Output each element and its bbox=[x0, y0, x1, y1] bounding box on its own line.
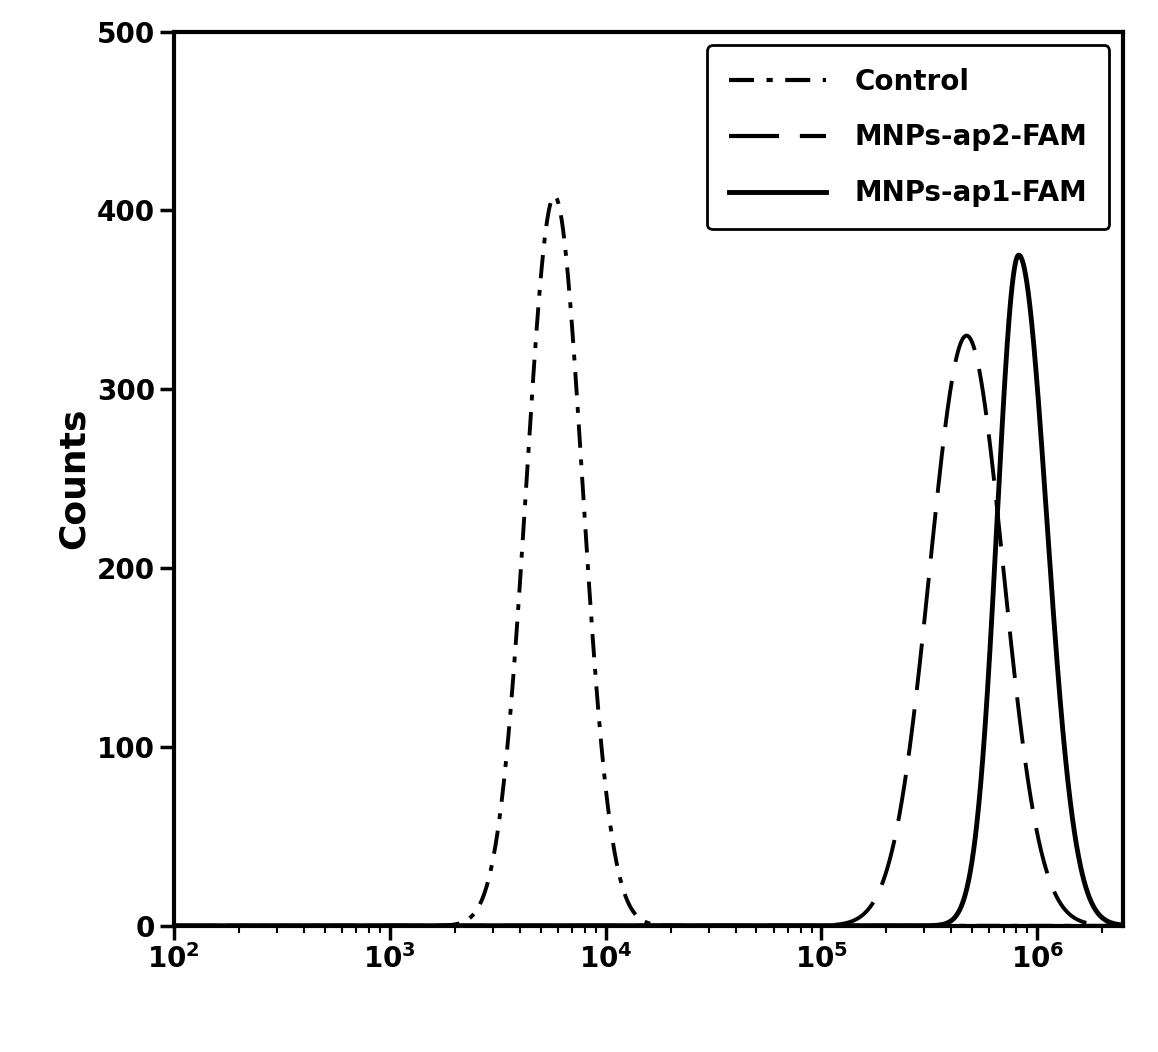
Control bbox=[936, 919, 950, 932]
Line: MNPs-ap1-FAM: MNPs-ap1-FAM bbox=[174, 256, 1141, 926]
MNPs-ap1-FAM bbox=[167, 919, 181, 932]
MNPs-ap1-FAM bbox=[780, 919, 794, 932]
MNPs-ap1-FAM bbox=[1012, 249, 1026, 262]
Legend: Control, MNPs-ap2-FAM, MNPs-ap1-FAM: Control, MNPs-ap2-FAM, MNPs-ap1-FAM bbox=[708, 45, 1109, 229]
MNPs-ap2-FAM bbox=[1134, 919, 1148, 932]
MNPs-ap1-FAM bbox=[516, 919, 530, 932]
Y-axis label: Counts: Counts bbox=[57, 408, 91, 549]
MNPs-ap2-FAM bbox=[884, 851, 897, 864]
Control bbox=[516, 520, 530, 532]
Control bbox=[1134, 919, 1148, 932]
MNPs-ap2-FAM bbox=[167, 919, 181, 932]
MNPs-ap1-FAM bbox=[935, 918, 948, 931]
MNPs-ap2-FAM bbox=[215, 919, 229, 932]
MNPs-ap2-FAM bbox=[516, 919, 530, 932]
Control bbox=[215, 919, 229, 932]
MNPs-ap2-FAM bbox=[780, 919, 794, 932]
Control bbox=[884, 919, 897, 932]
MNPs-ap2-FAM bbox=[960, 329, 974, 342]
Control bbox=[548, 189, 562, 202]
Control bbox=[780, 919, 794, 932]
MNPs-ap2-FAM bbox=[739, 919, 753, 932]
Line: MNPs-ap2-FAM: MNPs-ap2-FAM bbox=[174, 336, 1141, 926]
MNPs-ap1-FAM bbox=[1134, 919, 1148, 932]
Control bbox=[739, 919, 753, 932]
Line: Control: Control bbox=[174, 196, 1141, 926]
MNPs-ap2-FAM bbox=[935, 448, 948, 461]
Control bbox=[167, 919, 181, 932]
MNPs-ap1-FAM bbox=[884, 919, 897, 932]
MNPs-ap1-FAM bbox=[215, 919, 229, 932]
MNPs-ap1-FAM bbox=[739, 919, 753, 932]
